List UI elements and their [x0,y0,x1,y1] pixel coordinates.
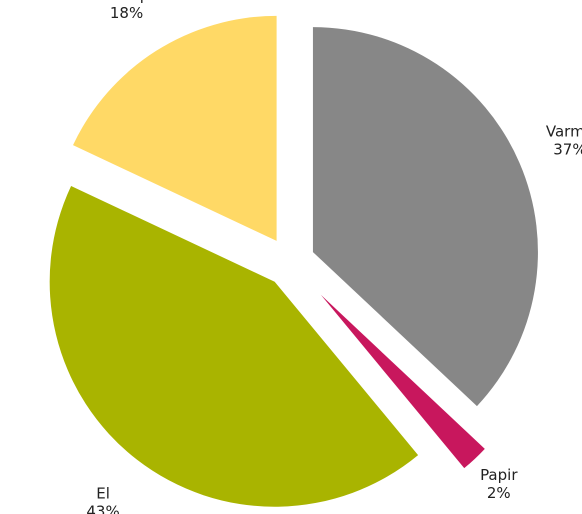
slice-value-label: 37% [553,140,582,158]
slice-label: El [96,484,110,502]
slice-value-label: 43% [86,502,119,514]
pie-slice [73,15,277,241]
pie-slice [312,27,538,407]
pie-slice [320,294,485,469]
pie-slice [49,185,419,507]
slice-value-label: 2% [487,484,511,502]
slice-label: Biltransport [83,0,171,4]
slice-label: Papir [480,466,518,484]
slice-label: Varme [546,122,582,140]
slice-value-label: 18% [110,4,143,22]
